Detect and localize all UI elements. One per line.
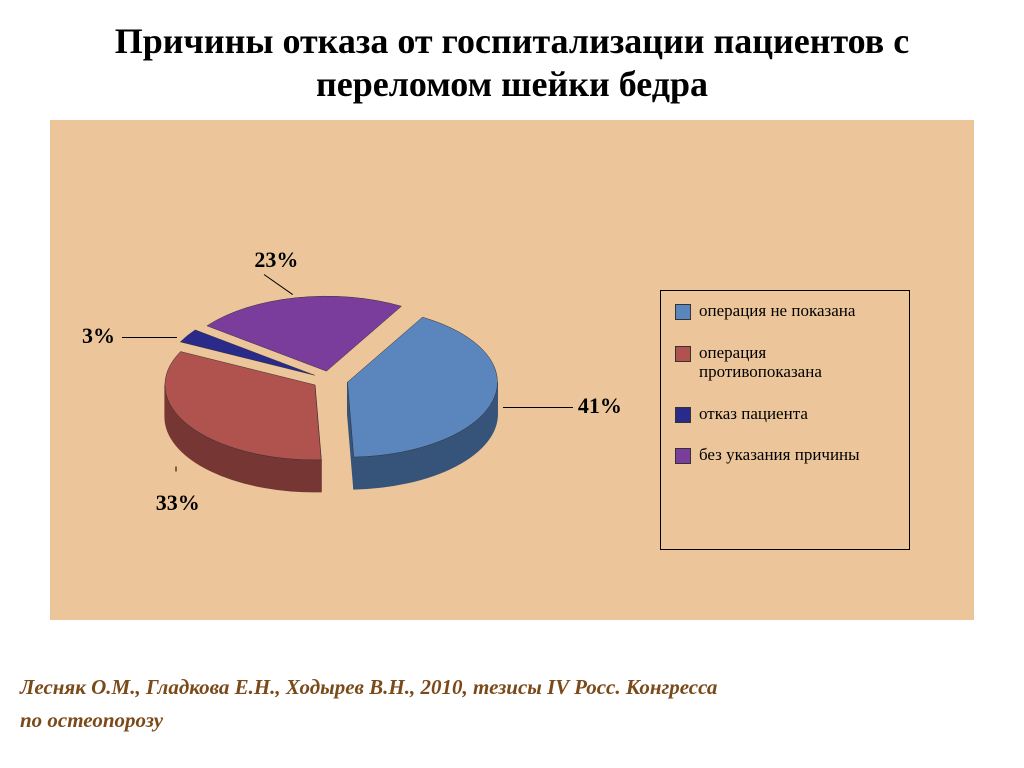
legend-swatch — [675, 407, 691, 423]
legend-swatch — [675, 346, 691, 362]
legend-item: операция не показана — [675, 301, 895, 321]
legend-label: отказ пациента — [699, 404, 808, 424]
legend-label: операция не показана — [699, 301, 855, 321]
slide: Причины отказа от госпитализации пациент… — [0, 0, 1024, 768]
legend: операция не показана операция противопок… — [660, 290, 910, 550]
slide-title: Причины отказа от госпитализации пациент… — [0, 0, 1024, 116]
citation: Лесняк О.М., Гладкова Е.Н., Ходырев В.Н.… — [20, 671, 717, 738]
leader-line — [175, 467, 176, 472]
data-label-23: 23% — [254, 247, 298, 273]
leader-line — [122, 337, 177, 338]
citation-line-1: Лесняк О.М., Гладкова Е.Н., Ходырев В.Н.… — [20, 671, 717, 705]
data-label-41: 41% — [578, 393, 622, 419]
legend-item: отказ пациента — [675, 404, 895, 424]
data-label-33: 33% — [156, 490, 200, 516]
legend-item: операция противопоказана — [675, 343, 895, 382]
legend-label: операция противопоказана — [699, 343, 889, 382]
legend-swatch — [675, 448, 691, 464]
citation-line-2: по остеопорозу — [20, 704, 717, 738]
legend-item: без указания причины — [675, 445, 895, 465]
leader-line — [503, 407, 573, 408]
legend-swatch — [675, 304, 691, 320]
legend-label: без указания причины — [699, 445, 860, 465]
chart-panel: 41% 33% 3% 23% операция не показана опер… — [50, 120, 974, 620]
data-label-3: 3% — [82, 323, 115, 349]
